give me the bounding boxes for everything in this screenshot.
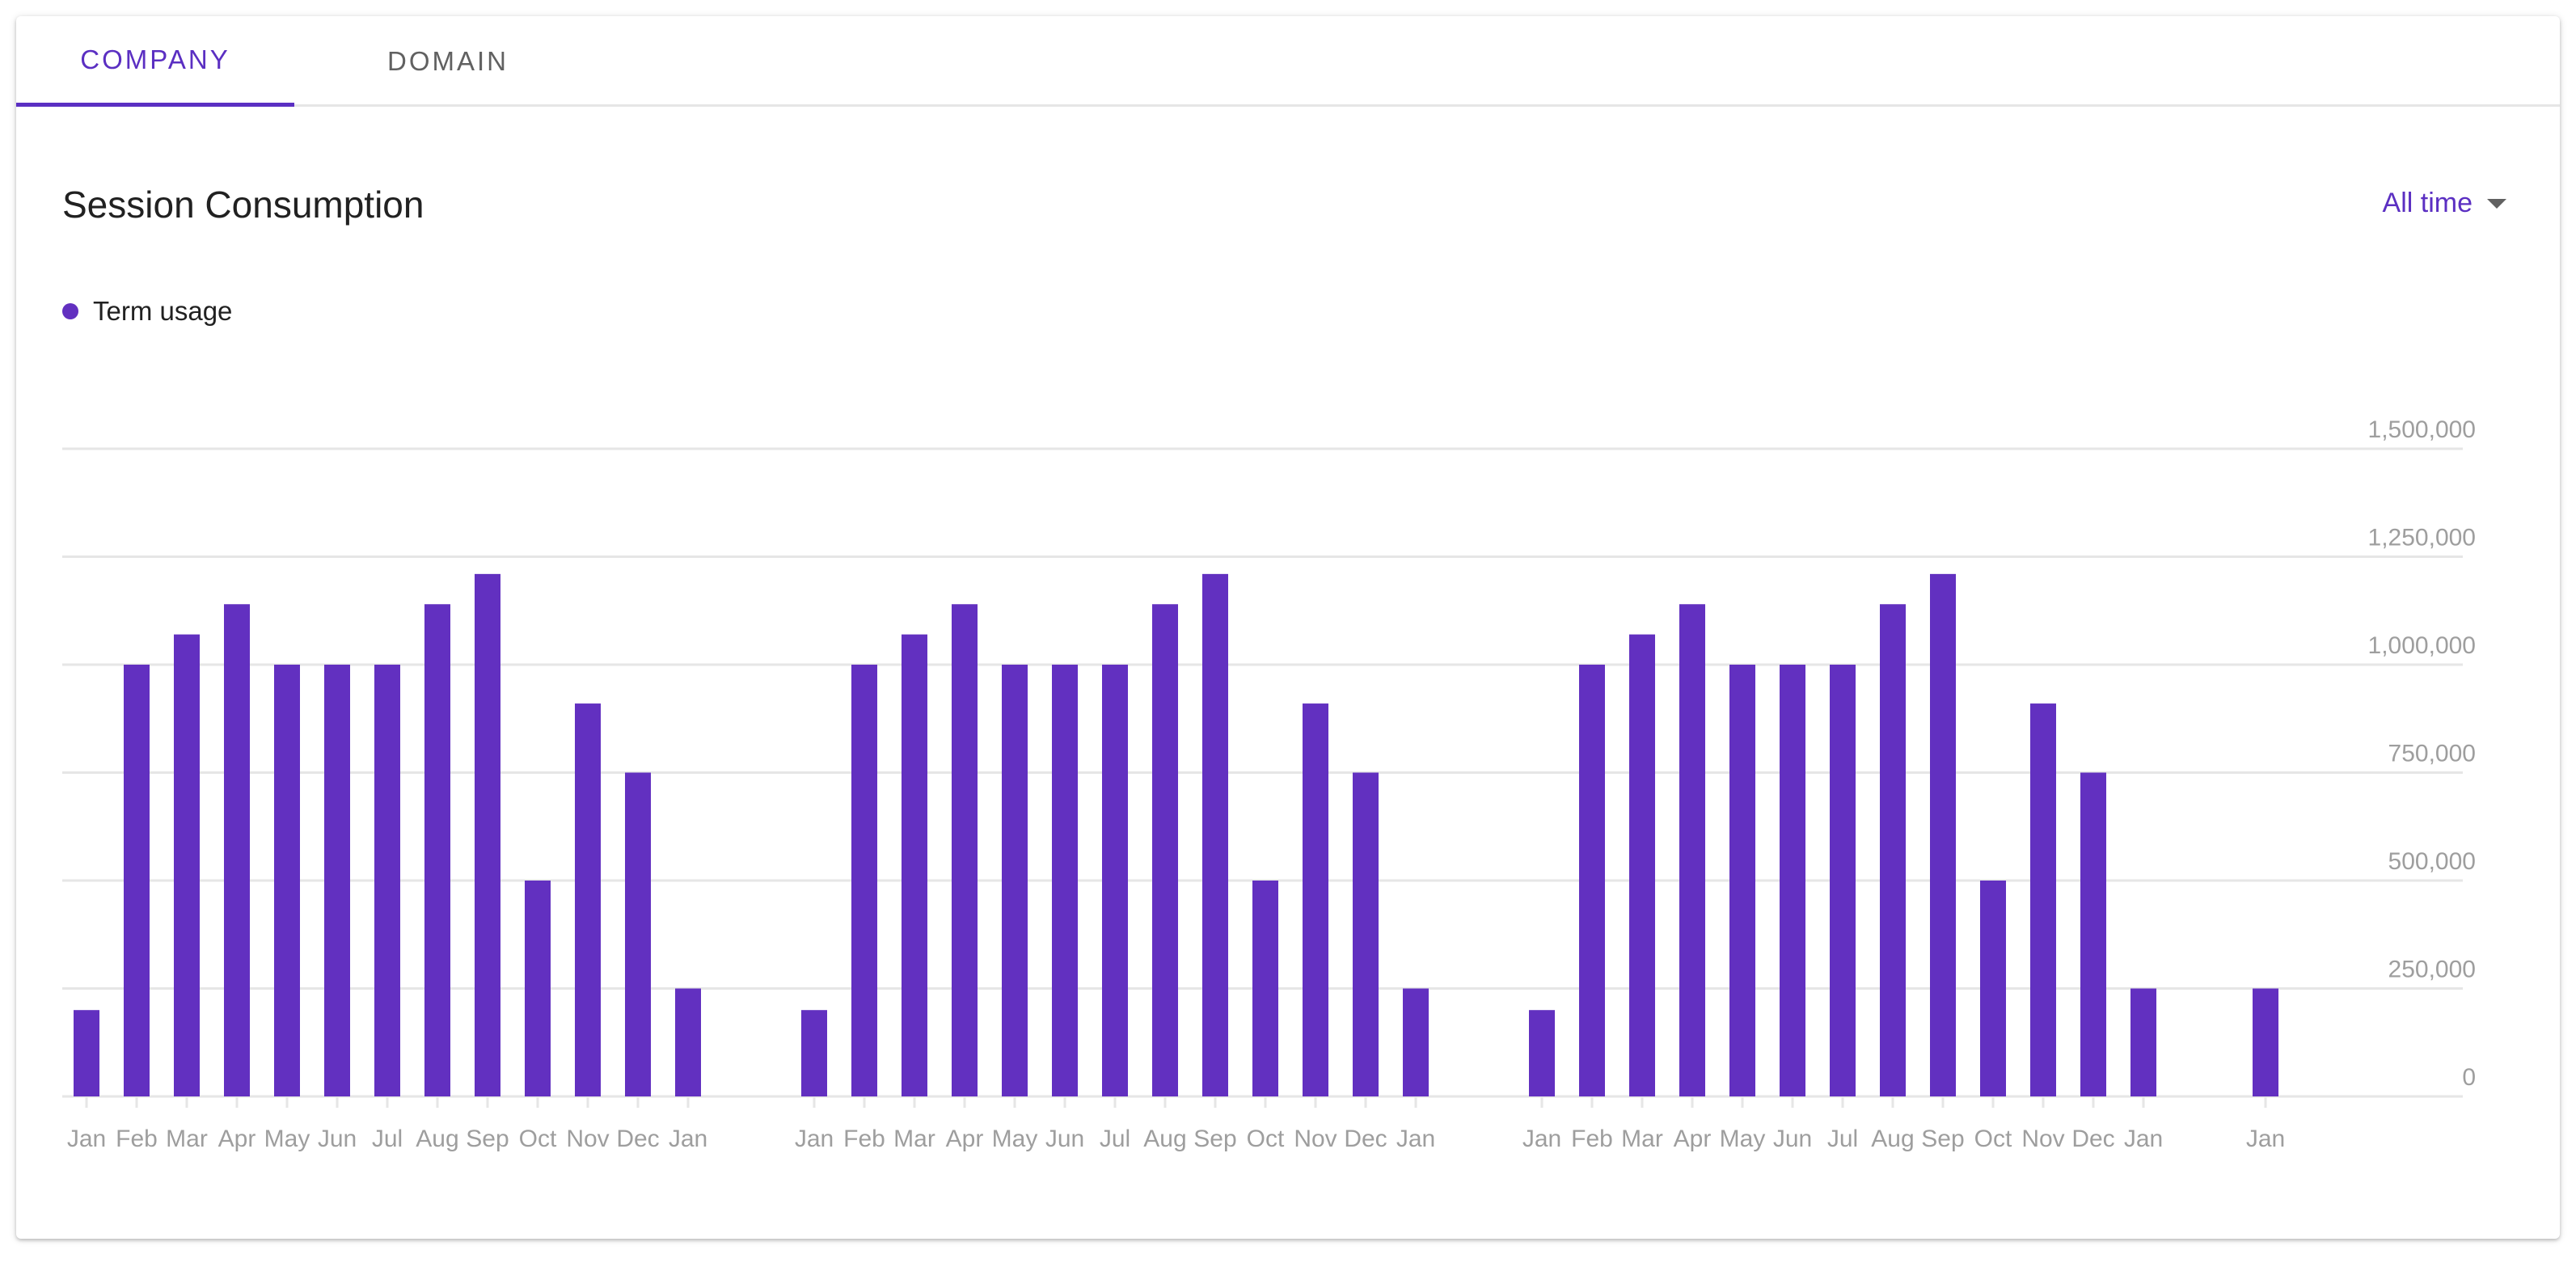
bar[interactable] bbox=[1002, 665, 1028, 1096]
tab-bar: COMPANY DOMAIN bbox=[16, 16, 2560, 107]
x-tick-label: Oct bbox=[1247, 1126, 1285, 1152]
bar[interactable] bbox=[174, 634, 200, 1096]
x-tick-label: Jan bbox=[67, 1126, 106, 1152]
bar[interactable] bbox=[902, 634, 927, 1096]
bar-chart: 0 250,000 500,000 750,000 1,000,000 1,250,000… bbox=[62, 416, 2476, 1152]
x-tick-label: Nov bbox=[1294, 1126, 1337, 1152]
x-tick-label: Aug bbox=[416, 1126, 458, 1152]
x-tick-label: May bbox=[264, 1126, 310, 1152]
x-tick-label: May bbox=[992, 1126, 1038, 1152]
bar[interactable] bbox=[1152, 604, 1178, 1096]
bar[interactable] bbox=[374, 665, 400, 1096]
x-tick-label: Oct bbox=[519, 1126, 557, 1152]
x-tick-label: Mar bbox=[1621, 1126, 1663, 1152]
legend-dot-icon bbox=[62, 303, 78, 319]
x-tick-label: Jul bbox=[1827, 1126, 1858, 1152]
x-tick-label: Jan bbox=[669, 1126, 707, 1152]
bar[interactable] bbox=[625, 772, 651, 1097]
legend-label: Term usage bbox=[93, 296, 233, 326]
y-tick-label: 750,000 bbox=[2388, 741, 2476, 767]
bar[interactable] bbox=[1930, 573, 1956, 1096]
x-tick-label: Sep bbox=[1921, 1126, 1964, 1152]
bar[interactable] bbox=[1102, 665, 1128, 1096]
x-tick-label: Jun bbox=[1045, 1126, 1084, 1152]
chart-title: Session Consumption bbox=[62, 184, 424, 226]
bar[interactable] bbox=[1529, 1010, 1555, 1096]
bar[interactable] bbox=[1980, 881, 2006, 1096]
x-tick-label: Dec bbox=[2071, 1126, 2114, 1152]
x-tick-label: Nov bbox=[2021, 1126, 2064, 1152]
bar[interactable] bbox=[475, 573, 500, 1096]
bar[interactable] bbox=[2130, 988, 2156, 1097]
bar[interactable] bbox=[952, 604, 978, 1096]
bar[interactable] bbox=[1780, 665, 1805, 1096]
y-tick-label: 1,250,000 bbox=[2368, 525, 2476, 551]
tab-domain[interactable]: DOMAIN bbox=[387, 46, 509, 76]
x-tick-label: Sep bbox=[1193, 1126, 1236, 1152]
bar[interactable] bbox=[124, 665, 150, 1096]
y-tick-label: 1,500,000 bbox=[2368, 416, 2476, 443]
y-tick-label: 0 bbox=[2462, 1064, 2476, 1091]
x-tick-label: Jan bbox=[2124, 1126, 2163, 1152]
x-tick-label: Jun bbox=[1773, 1126, 1812, 1152]
bar[interactable] bbox=[1679, 604, 1705, 1096]
y-tick-label: 1,000,000 bbox=[2368, 632, 2476, 659]
bar[interactable] bbox=[851, 665, 877, 1096]
bar[interactable] bbox=[1729, 665, 1755, 1096]
x-tick-label: Dec bbox=[616, 1126, 659, 1152]
bar[interactable] bbox=[675, 988, 701, 1097]
bar[interactable] bbox=[2253, 988, 2278, 1097]
bar[interactable] bbox=[424, 604, 450, 1096]
x-tick-label: Jul bbox=[1100, 1126, 1130, 1152]
x-tick-label: Aug bbox=[1143, 1126, 1186, 1152]
bar[interactable] bbox=[224, 604, 250, 1096]
bar[interactable] bbox=[1830, 665, 1856, 1096]
chart-legend: Term usage bbox=[62, 296, 232, 327]
time-range-dropdown[interactable]: All time bbox=[2383, 188, 2506, 219]
x-tick-label: May bbox=[1720, 1126, 1766, 1152]
x-tick-label: Apr bbox=[1674, 1126, 1712, 1152]
x-tick-label: Mar bbox=[893, 1126, 935, 1152]
x-tick-label: Sep bbox=[466, 1126, 509, 1152]
bar[interactable] bbox=[274, 665, 300, 1096]
bar[interactable] bbox=[324, 665, 350, 1096]
x-tick-label: Feb bbox=[116, 1126, 158, 1152]
bar[interactable] bbox=[1252, 881, 1278, 1096]
x-tick-label: Mar bbox=[166, 1126, 208, 1152]
dropdown-caret-icon bbox=[2487, 198, 2506, 209]
bar[interactable] bbox=[525, 881, 551, 1096]
bar[interactable] bbox=[1353, 772, 1379, 1097]
x-tick-label: Jun bbox=[318, 1126, 357, 1152]
x-tick-label: Jan bbox=[1522, 1126, 1561, 1152]
bar[interactable] bbox=[2080, 772, 2106, 1097]
x-tick-label: Dec bbox=[1344, 1126, 1387, 1152]
usage-card: COMPANY DOMAIN Session Consumption All t… bbox=[16, 16, 2560, 1239]
x-tick-label: Apr bbox=[218, 1126, 256, 1152]
x-tick-label: Jan bbox=[795, 1126, 834, 1152]
x-tick-label: Oct bbox=[1974, 1126, 2012, 1152]
bar[interactable] bbox=[1880, 604, 1906, 1096]
x-tick-label: Jul bbox=[372, 1126, 403, 1152]
y-tick-label: 500,000 bbox=[2388, 848, 2476, 875]
tab-company[interactable]: COMPANY bbox=[16, 16, 294, 107]
bar[interactable] bbox=[1202, 573, 1228, 1096]
x-tick-label: Feb bbox=[1571, 1126, 1613, 1152]
bar[interactable] bbox=[1629, 634, 1655, 1096]
bar[interactable] bbox=[1303, 703, 1328, 1096]
bar[interactable] bbox=[1579, 665, 1605, 1096]
bar[interactable] bbox=[801, 1010, 827, 1096]
bar[interactable] bbox=[575, 703, 601, 1096]
x-tick-label: Jan bbox=[2246, 1126, 2285, 1152]
x-tick-label: Feb bbox=[843, 1126, 885, 1152]
x-tick-label: Apr bbox=[946, 1126, 984, 1152]
x-tick-label: Jan bbox=[1396, 1126, 1435, 1152]
bar[interactable] bbox=[2030, 703, 2056, 1096]
time-range-label: All time bbox=[2382, 188, 2473, 218]
y-tick-label: 250,000 bbox=[2388, 957, 2476, 983]
bar[interactable] bbox=[74, 1010, 99, 1096]
x-tick-label: Nov bbox=[566, 1126, 609, 1152]
bar[interactable] bbox=[1403, 988, 1429, 1097]
x-tick-label: Aug bbox=[1871, 1126, 1914, 1152]
bar[interactable] bbox=[1052, 665, 1078, 1096]
